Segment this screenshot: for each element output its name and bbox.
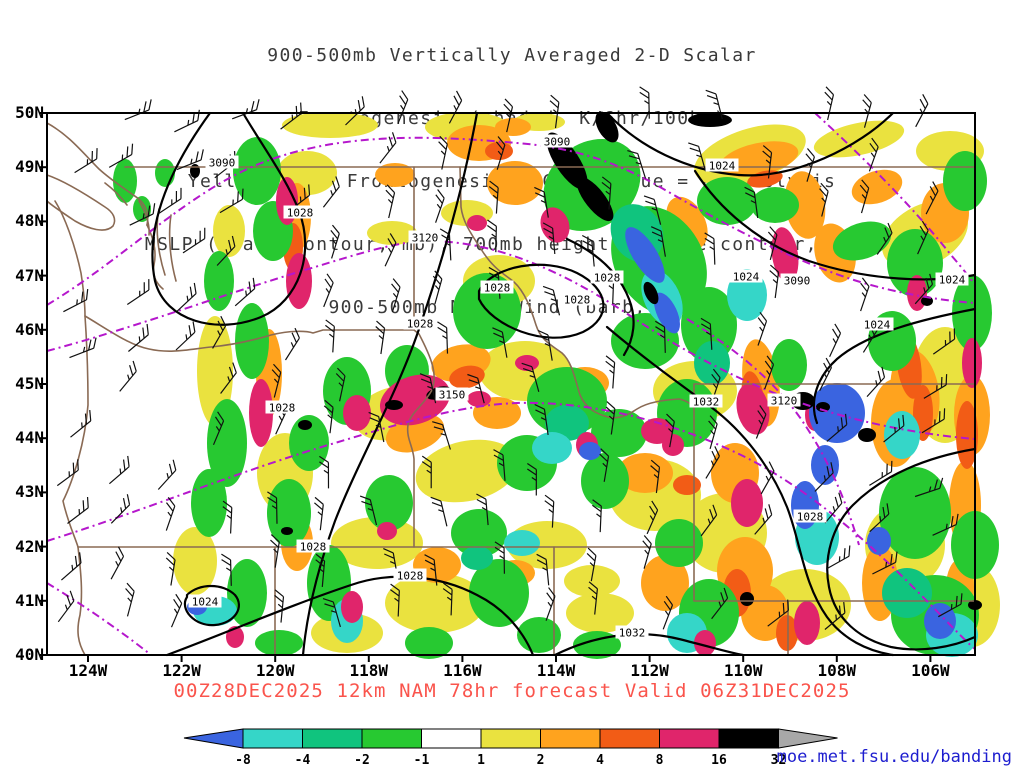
contour-label-mslp: 1028 xyxy=(797,511,824,524)
contour-label-mslp: 1028 xyxy=(564,294,591,307)
lat-tick-label: 45N xyxy=(15,374,44,393)
lon-tick-label: 108W xyxy=(817,661,857,680)
colorbar-tick-label: -4 xyxy=(295,753,311,768)
colorbar-segment xyxy=(540,728,601,749)
colorbar-right-arrow xyxy=(778,728,838,749)
colorbar-tick-label: 32 xyxy=(771,753,787,768)
contour-label-700mb-height: 3090 xyxy=(544,136,571,149)
axis-ticks xyxy=(39,112,932,662)
lat-tick-label: 42N xyxy=(15,536,44,556)
colorbar-tick-label: 4 xyxy=(596,753,604,768)
contour-label-mslp: 1028 xyxy=(397,570,424,583)
lon-tick-label: 106W xyxy=(911,661,950,680)
colorbar-segment xyxy=(421,728,482,749)
contour-label-mslp: 1032 xyxy=(619,627,646,640)
lon-tick-label: 110W xyxy=(723,661,763,680)
colorbar-segment xyxy=(302,728,363,749)
lon-tick-label: 114W xyxy=(536,661,576,680)
colorbar-tick-label: 8 xyxy=(656,753,664,768)
contour-label-mslp: 1028 xyxy=(594,272,621,285)
colorbar-segment xyxy=(242,728,303,749)
source-link[interactable]: moe.met.fsu.edu/banding xyxy=(776,747,1012,767)
colorbar-segment xyxy=(361,728,422,749)
lon-tick-label: 118W xyxy=(349,661,389,680)
lon-tick-label: 112W xyxy=(630,661,669,680)
lat-tick-label: 44N xyxy=(15,428,44,448)
colorbar-tick-label: 16 xyxy=(711,753,727,768)
colorbar-segment xyxy=(480,728,541,749)
colorbar: -8 -4 -2 -1 1 2 4 8 16 32 xyxy=(183,728,838,768)
lat-tick-label: 40N xyxy=(15,645,44,664)
lon-tick-label: 116W xyxy=(443,661,482,680)
lat-tick-label: 46N xyxy=(15,319,44,339)
contour-label-mslp: 1028 xyxy=(269,402,296,415)
weather-map: 3090 3090 1028 3120 1024 1028 1028 1028 1024 3090… xyxy=(39,86,1000,662)
contour-label-700mb-height: 3090 xyxy=(209,157,236,170)
colorbar-tick-label: -1 xyxy=(414,753,430,768)
contour-label-mslp: 1024 xyxy=(733,271,760,284)
colorbar-left-arrow xyxy=(183,728,244,749)
colorbar-tick-label: 1 xyxy=(477,753,485,768)
title-line-1: 900-500mb Vertically Averaged 2-D Scalar xyxy=(267,45,757,66)
contour-label-mslp: 1028 xyxy=(287,207,314,220)
lon-tick-label: 122W xyxy=(162,661,201,680)
contour-label-mslp: 1024 xyxy=(192,596,219,609)
contour-label-mslp: 1032 xyxy=(693,396,720,409)
colorbar-tick-label: -8 xyxy=(235,753,251,768)
wind-barbs xyxy=(56,86,963,630)
contour-label-mslp: 1028 xyxy=(300,541,327,554)
contour-label-mslp: 1024 xyxy=(939,274,966,287)
contour-label-mslp: 1028 xyxy=(407,318,434,331)
colorbar-tick-label: -2 xyxy=(354,753,370,768)
lat-tick-label: 43N xyxy=(15,482,44,502)
lat-tick-label: 50N xyxy=(15,103,44,122)
colorbar-tick-label: 2 xyxy=(537,753,545,768)
map-border xyxy=(46,112,976,656)
lat-tick-label: 48N xyxy=(15,211,44,231)
lat-tick-label: 41N xyxy=(15,590,44,610)
colorbar-segment xyxy=(599,728,660,749)
lat-tick-label: 49N xyxy=(15,157,44,177)
state-borders xyxy=(46,122,976,656)
lon-tick-label: 120W xyxy=(255,661,295,680)
colorbar-segment xyxy=(659,728,720,749)
lon-tick-label: 124W xyxy=(68,661,108,680)
frontogenesis-shading-layer xyxy=(113,111,1000,659)
contour-label-700mb-height: 3150 xyxy=(439,389,466,402)
forecast-caption: 00Z28DEC2025 12km NAM 78hr forecast Vali… xyxy=(173,680,851,702)
colorbar-segment xyxy=(718,728,779,749)
contour-label-700mb-height: 3120 xyxy=(771,395,798,408)
contour-label-mslp: 1024 xyxy=(709,160,736,173)
contour-label-mslp: 1024 xyxy=(864,319,891,332)
contour-label-mslp: 1028 xyxy=(484,282,511,295)
contour-label-700mb-height: 3090 xyxy=(784,275,811,288)
contour-label-700mb-height: 3120 xyxy=(412,232,439,245)
lat-tick-label: 47N xyxy=(15,265,44,285)
mslp-contours xyxy=(151,111,977,657)
